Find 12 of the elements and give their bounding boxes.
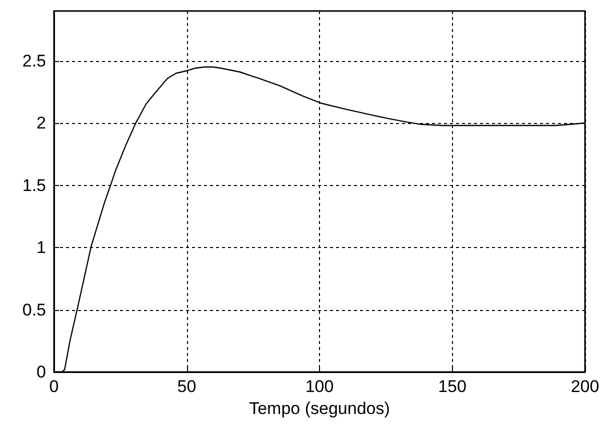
x-tick-label: 150 bbox=[438, 377, 466, 396]
x-tick-label: 200 bbox=[570, 377, 600, 396]
x-tick-label: 0 bbox=[49, 377, 59, 396]
y-tick-label: 1.5 bbox=[22, 176, 46, 195]
y-tick-label: 0.5 bbox=[22, 300, 46, 320]
x-tick-label: 50 bbox=[177, 377, 196, 396]
y-tick-label: 1 bbox=[36, 238, 46, 258]
x-tick-label: 100 bbox=[305, 377, 334, 396]
x-axis-title: Tempo (segundos) bbox=[249, 398, 390, 418]
y-tick-label: 2 bbox=[36, 114, 46, 133]
y-tick-label: 0 bbox=[36, 362, 46, 382]
y-tick-label: 2.5 bbox=[22, 51, 46, 70]
